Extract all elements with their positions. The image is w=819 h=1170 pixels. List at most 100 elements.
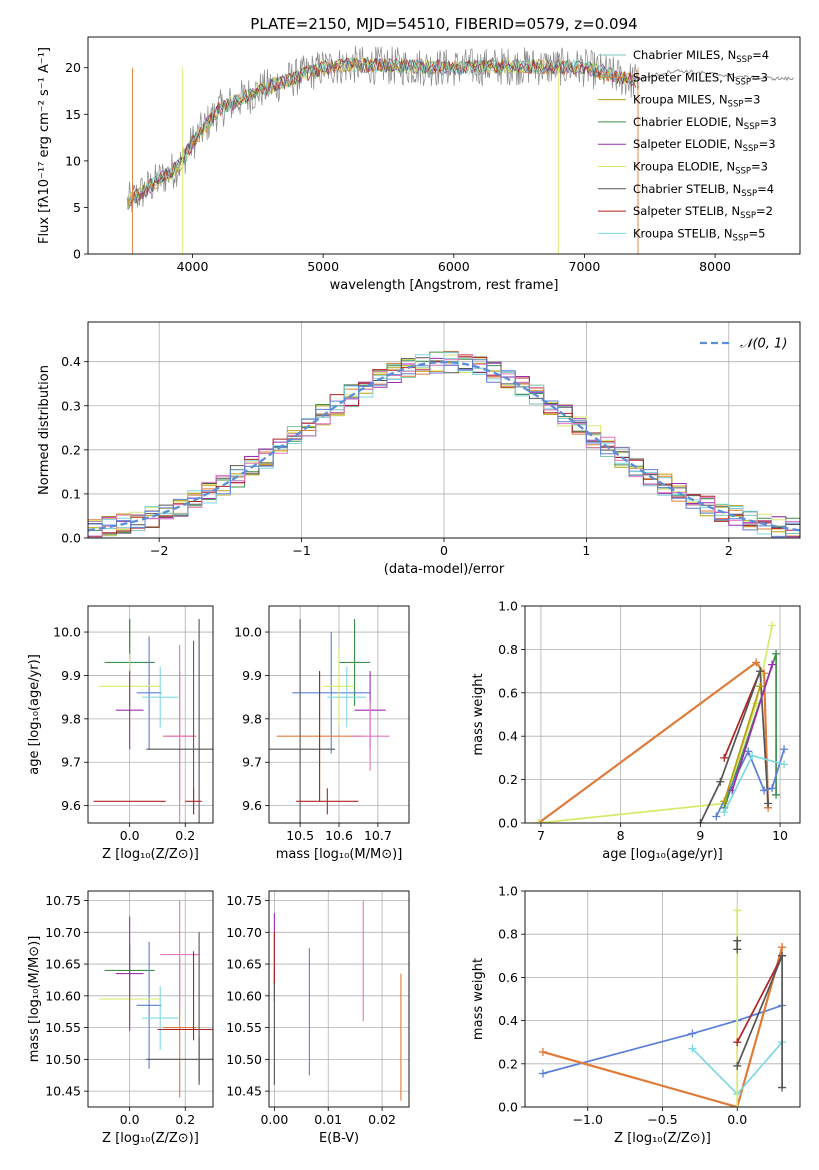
legend-entry: 𝒩(0, 1)	[740, 337, 787, 352]
y-tick-label: 0.6	[498, 970, 518, 985]
spectrum-axes: 4000 5000 6000 7000 8000 0 5 10 15 20 wavelength […	[37, 36, 801, 293]
age_vs_Z-panel: 0.0 0.2 9.6 9.7 9.8 9.9 10.0 Z [log₁₀(Z/Z⊙)] age…	[27, 605, 214, 862]
age_vs_mass-plot-area	[269, 619, 390, 823]
x-tick-label: 9	[696, 828, 704, 843]
y-tick-label: 0.2	[61, 442, 81, 457]
extended-model-line	[636, 68, 794, 82]
mass-weight-point	[768, 621, 777, 630]
mass_vs_ebv-frame	[268, 890, 410, 1108]
x-tick-label: 8	[617, 828, 625, 843]
y-tick-label: 10.55	[45, 1020, 81, 1035]
mass-weight-line	[736, 955, 783, 1043]
y-tick-label: 10.65	[226, 957, 262, 972]
mass-weight-line	[731, 664, 773, 791]
y-tick-label: 10.0	[53, 625, 81, 640]
residual-histogram	[88, 352, 800, 538]
y-tick-label: 10.60	[45, 988, 81, 1003]
x-tick-label: 5000	[307, 259, 339, 274]
model-spectrum-line	[128, 56, 636, 210]
spectrum-panel: 4000 5000 6000 7000 8000 0 5 10 15 20 wavelength […	[37, 36, 801, 293]
model-spectrum-line	[127, 56, 637, 206]
mass-weight-point	[760, 786, 769, 795]
spectrum-legend: Chabrier MILES, NSSP=4 Salpeter MILES, NS…	[598, 48, 777, 243]
x-tick-label: 7000	[569, 259, 601, 274]
age_vs_mass-axes: 10.5 10.6 10.7 9.6 9.7 9.8 9.9 10.0 mass [log₁₀(…	[234, 605, 410, 862]
mass-weight-point	[538, 1069, 547, 1078]
y-tick-label: 10.50	[45, 1052, 81, 1067]
y-tick-label: 10.70	[226, 925, 262, 940]
mass-weight-point	[752, 658, 761, 667]
legend-entry: Chabrier ELODIE, NSSP=3	[633, 115, 777, 132]
residuals-panel: −2 −1 0 1 2 0.0 0.1 0.2 0.3 0.4 (data-model)/error…	[37, 321, 801, 577]
model-spectrum-line	[128, 57, 637, 204]
y-tick-label: 0.0	[498, 816, 518, 831]
y-tick-label: 0.2	[498, 772, 518, 787]
x-tick-label: −1	[292, 543, 310, 558]
x-axis-label: Z [log₁₀(Z/Z⊙)]	[102, 847, 199, 862]
y-tick-label: 10.45	[45, 1084, 81, 1099]
mass_vs_Z-plot-area	[99, 900, 213, 1098]
x-tick-label: 1	[582, 543, 590, 558]
y-axis-label: age [log₁₀(age/yr)]	[27, 654, 42, 775]
y-tick-label: 9.9	[242, 668, 262, 683]
mass-weight-point	[688, 1044, 697, 1053]
x-tick-label: 0.2	[175, 1112, 195, 1127]
mass-weight-point	[768, 660, 777, 669]
x-tick-label: 6000	[438, 259, 470, 274]
mass_vs_ebv-panel: 0.00 0.01 0.02 10.45 10.50 10.55 10.60 10.65 10.…	[226, 890, 410, 1146]
y-tick-label: 9.6	[242, 798, 262, 813]
legend-entry: Kroupa ELODIE, NSSP=3	[633, 160, 768, 177]
mass_vs_ebv-grid	[269, 891, 409, 1107]
mass-weight-line	[542, 946, 784, 1107]
y-tick-label: 0.3	[61, 398, 81, 413]
y-tick-label: 10.50	[226, 1052, 262, 1067]
mass-weight-point	[720, 797, 729, 806]
residuals-plot-area	[88, 351, 800, 538]
weight_vs_age-plot-area	[534, 621, 789, 823]
y-tick-label: 9.7	[61, 755, 81, 770]
x-tick-label: 0.0	[120, 1112, 140, 1127]
spectrum-frame	[87, 36, 801, 255]
mass-weight-point	[720, 753, 729, 762]
y-tick-label: 0.8	[498, 927, 518, 942]
x-axis-label: (data-model)/error	[384, 562, 505, 577]
legend-entry: Kroupa STELIB, NSSP=5	[633, 226, 765, 243]
y-tick-label: 0.4	[498, 729, 518, 744]
x-tick-label: 10	[772, 828, 788, 843]
normal-distribution-curve	[88, 360, 800, 532]
mass-weight-point	[733, 936, 742, 945]
y-axis-label: mass [log₁₀(M/M⊙)]	[27, 936, 42, 1063]
mass-weight-point	[778, 1083, 787, 1092]
y-tick-label: 10.75	[226, 893, 262, 908]
x-tick-label: 10.6	[325, 828, 353, 843]
y-tick-label: 10.55	[226, 1020, 262, 1035]
x-tick-label: 0	[440, 543, 448, 558]
mass-weight-point	[748, 751, 757, 760]
mass_vs_Z-panel: 0.0 0.2 10.45 10.50 10.55 10.60 10.65 10.70 10.7…	[27, 890, 214, 1146]
y-tick-label: 10.70	[45, 925, 81, 940]
y-tick-label: 5	[73, 200, 81, 215]
y-tick-label: 0.8	[498, 642, 518, 657]
x-tick-label: 0.01	[314, 1112, 342, 1127]
mass-weight-point	[712, 812, 721, 821]
x-tick-label: 2	[725, 543, 733, 558]
y-axis-label: mass weight	[471, 673, 486, 755]
residuals-axes: −2 −1 0 1 2 0.0 0.1 0.2 0.3 0.4 (data-model)/error…	[37, 321, 801, 577]
x-axis-label: Z [log₁₀(Z/Z⊙)]	[102, 1131, 199, 1146]
mass_vs_ebv-axes: 0.00 0.01 0.02 10.45 10.50 10.55 10.60 10.65 10.…	[226, 890, 410, 1146]
mass-weight-point	[768, 784, 777, 793]
y-tick-label: 9.9	[61, 668, 81, 683]
mass_vs_Z-axes: 0.0 0.2 10.45 10.50 10.55 10.60 10.65 10.70 10.7…	[27, 890, 214, 1146]
mass-weight-point	[744, 747, 753, 756]
legend-entry: Chabrier MILES, NSSP=4	[633, 48, 769, 65]
age_vs_mass-frame	[268, 605, 410, 824]
y-tick-label: 1.0	[498, 884, 518, 899]
mass-weight-line	[699, 670, 769, 823]
model-spectrum-line	[128, 57, 636, 209]
mass-weight-point	[696, 819, 705, 823]
mass-weight-point	[733, 906, 742, 915]
x-tick-label: 0.0	[120, 828, 140, 843]
mass-weight-point	[778, 943, 787, 952]
